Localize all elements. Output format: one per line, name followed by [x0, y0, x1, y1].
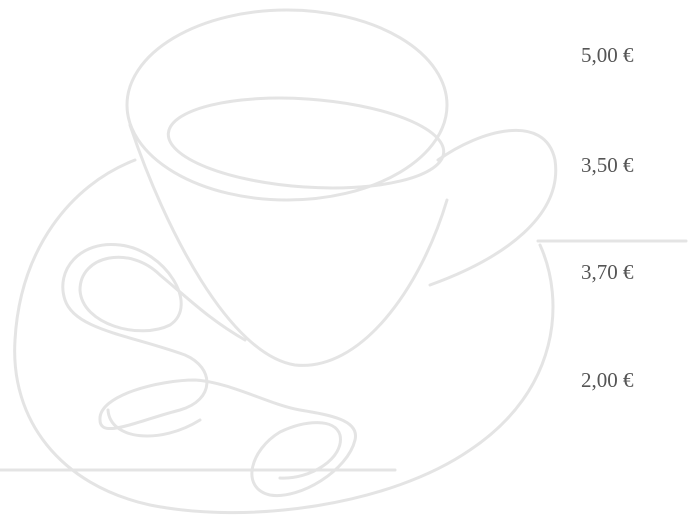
price: 2,00 €	[581, 368, 634, 392]
price: 3,50 €	[581, 153, 634, 177]
price: 3,70 €	[581, 260, 634, 284]
cup-rim	[125, 8, 449, 202]
cup-body	[128, 123, 449, 367]
saucer	[13, 158, 555, 515]
cup-inner	[166, 96, 446, 190]
bean-detail	[106, 408, 202, 438]
cup-handle	[428, 128, 558, 287]
price: 5,00 €	[581, 43, 634, 67]
bean-swirl	[61, 242, 357, 498]
